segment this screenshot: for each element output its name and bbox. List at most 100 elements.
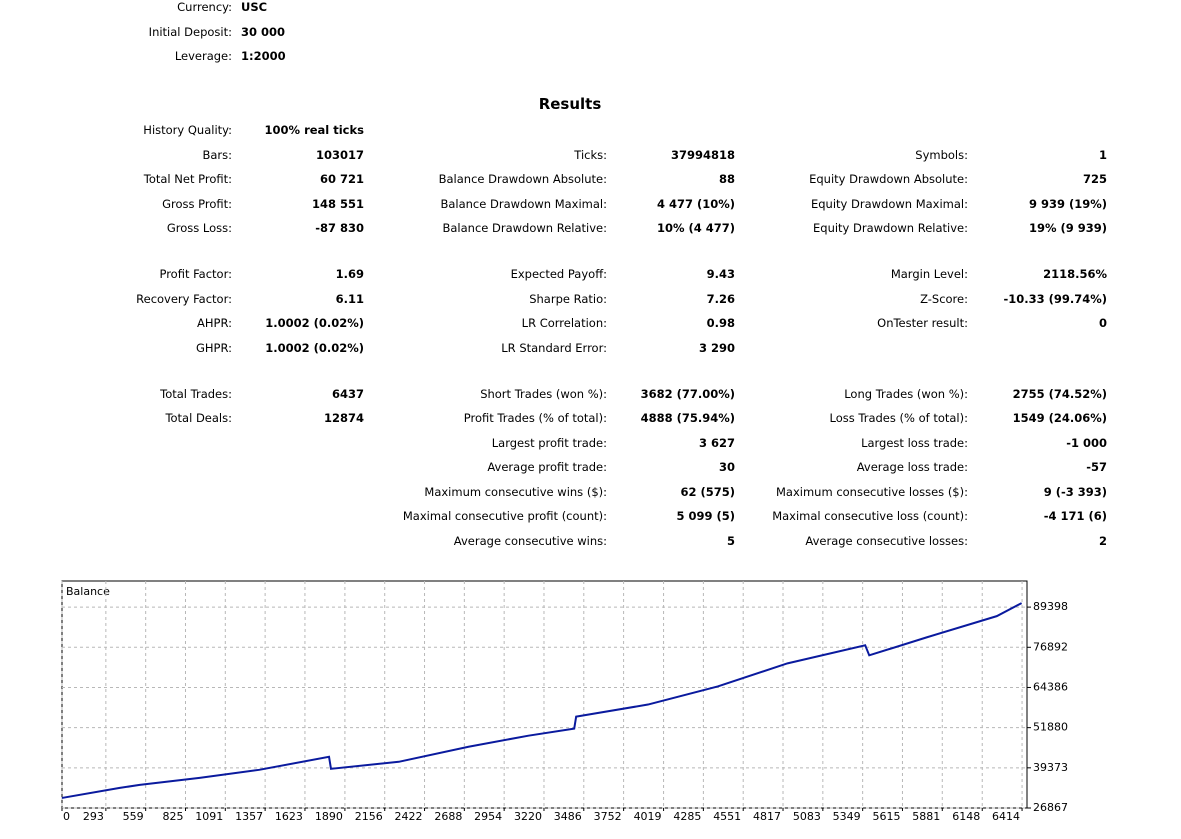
result-value: -10.33 (99.74%) — [1003, 291, 1107, 306]
x-tick-label: 1091 — [195, 810, 223, 823]
x-tick-label: 2688 — [434, 810, 462, 823]
result-value: 100% real ticks — [264, 123, 364, 137]
result-label: Equity Drawdown Relative: — [813, 221, 968, 235]
setting-value: 1:2000 — [241, 49, 286, 63]
result-value: 10% (4 477) — [656, 221, 735, 235]
result-value: 5 099 (5) — [676, 509, 735, 523]
result-label: Total Deals: — [165, 411, 232, 425]
result-value: 3682 (77.00%) — [640, 386, 735, 401]
result-value: 19% (9 939) — [1028, 221, 1107, 235]
result-label: Total Net Profit: — [143, 172, 232, 186]
result-value: 9 939 (19%) — [1028, 196, 1107, 211]
x-tick-label: 4817 — [753, 810, 781, 823]
x-tick-label: 2954 — [474, 810, 502, 823]
x-tick-label: 3220 — [514, 810, 542, 823]
result-value: 6437 — [331, 386, 364, 401]
result-label: Balance Drawdown Maximal: — [440, 196, 607, 211]
result-label: Long Trades (won %): — [844, 386, 968, 401]
result-label: Bars: — [202, 147, 232, 162]
result-label: Recovery Factor: — [136, 291, 232, 306]
x-tick-label: 5881 — [912, 810, 940, 823]
result-value: 1.0002 (0.02%) — [265, 316, 364, 330]
setting-value: USC — [241, 0, 268, 14]
x-tick-label: 5349 — [833, 810, 861, 823]
setting-label: Leverage: — [174, 49, 232, 63]
result-label: Ticks: — [574, 147, 607, 162]
x-tick-label: 2156 — [355, 810, 383, 823]
x-tick-label: 2422 — [395, 810, 423, 823]
y-tick-label: 26867 — [1033, 801, 1068, 814]
y-tick-label: 39373 — [1033, 761, 1068, 774]
x-tick-label: 6414 — [992, 810, 1020, 823]
result-value: 9.43 — [706, 267, 735, 281]
x-tick-label: 559 — [123, 810, 144, 823]
x-tick-label: 3752 — [594, 810, 622, 823]
result-value: 60 721 — [319, 172, 364, 186]
result-value: 6.11 — [335, 291, 364, 306]
setting-label: Initial Deposit: — [148, 24, 232, 39]
result-value: 103017 — [315, 147, 364, 162]
result-label: Equity Drawdown Maximal: — [810, 196, 968, 211]
result-label: LR Standard Error: — [501, 340, 607, 355]
x-tick-label: 6148 — [952, 810, 980, 823]
result-label: Maximum consecutive losses ($): — [776, 484, 968, 499]
result-value: 0.98 — [706, 316, 735, 330]
result-label: Gross Loss: — [166, 221, 232, 235]
result-label: Balance Drawdown Relative: — [442, 221, 608, 235]
x-tick-label: 5615 — [872, 810, 900, 823]
result-label: Equity Drawdown Absolute: — [809, 172, 968, 186]
x-tick-label: 1357 — [235, 810, 263, 823]
result-value: 2 — [1098, 533, 1107, 548]
result-label: Average profit trade: — [487, 460, 607, 474]
result-value: 3 290 — [698, 340, 735, 355]
result-value: 9 (-3 393) — [1043, 484, 1107, 499]
result-label: AHPR: — [197, 316, 232, 330]
x-tick-label: 1890 — [315, 810, 343, 823]
balance-line — [61, 602, 1023, 799]
result-value: 2755 (74.52%) — [1012, 386, 1107, 401]
result-label: LR Correlation: — [521, 316, 607, 330]
x-tick-label: 1623 — [275, 810, 303, 823]
result-value: 4 477 (10%) — [656, 196, 735, 211]
plot-frame — [61, 580, 1028, 809]
result-value: -87 830 — [315, 221, 364, 235]
y-tick-label: 51880 — [1033, 721, 1068, 734]
x-tick-label: 825 — [162, 810, 183, 823]
result-label: Profit Factor: — [159, 267, 232, 281]
result-value: 30 — [718, 460, 735, 474]
result-label: Largest profit trade: — [491, 435, 607, 450]
result-label: Balance Drawdown Absolute: — [438, 172, 607, 186]
result-value: 0 — [1098, 316, 1107, 330]
x-tick-label: 5083 — [793, 810, 821, 823]
result-value: 12874 — [323, 411, 364, 425]
x-tick-label: 4019 — [634, 810, 662, 823]
result-value: 1549 (24.06%) — [1012, 411, 1107, 425]
result-value: -1 000 — [1066, 435, 1107, 450]
result-value: 37994818 — [670, 147, 735, 162]
result-label: Maximal consecutive profit (count): — [402, 509, 607, 523]
result-value: 4888 (75.94%) — [640, 411, 735, 425]
x-tick-label: 4285 — [673, 810, 701, 823]
result-value: 148 551 — [311, 196, 364, 211]
x-tick-label: 3486 — [554, 810, 582, 823]
result-value: -4 171 (6) — [1043, 509, 1107, 523]
result-label: Sharpe Ratio: — [529, 291, 607, 306]
result-value: 725 — [1082, 172, 1107, 186]
result-value: -57 — [1086, 460, 1107, 474]
chart-title: Balance — [66, 585, 110, 598]
result-label: Profit Trades (% of total): — [463, 411, 607, 425]
x-tick-label: 293 — [83, 810, 104, 823]
y-tick-label: 89398 — [1033, 600, 1068, 613]
result-value: 62 (575) — [680, 484, 735, 499]
result-label: Loss Trades (% of total): — [829, 411, 968, 425]
result-value: 5 — [726, 533, 735, 548]
result-label: Expected Payoff: — [510, 267, 607, 281]
result-label: Average loss trade: — [856, 460, 968, 474]
result-label: Symbols: — [915, 147, 968, 162]
setting-value: 30 000 — [241, 24, 286, 39]
result-label: Short Trades (won %): — [480, 386, 607, 401]
result-label: History Quality: — [143, 123, 232, 137]
result-label: OnTester result: — [877, 316, 968, 330]
